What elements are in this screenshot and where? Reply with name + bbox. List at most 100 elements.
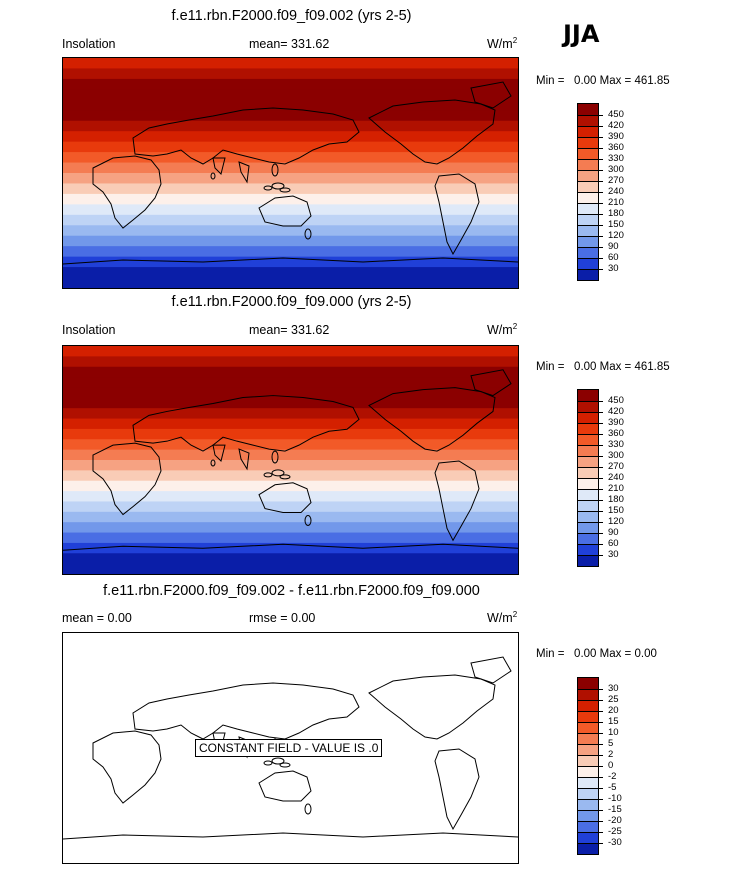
panel2-colorbar-tick (598, 544, 603, 545)
insolation-band (63, 173, 518, 185)
panel2-title: f.e11.rbn.F2000.f09_f09.000 (yrs 2-5) (171, 294, 412, 310)
panel3-colorbar-label: 15 (608, 716, 619, 727)
panel2-colorbar-tick (598, 533, 603, 534)
panel3-colorbar-tick (598, 700, 603, 701)
coastline (434, 460, 480, 542)
panel3-colorbar-tick (598, 799, 603, 800)
insolation-band (63, 131, 518, 143)
panel2-colorbar-swatch (578, 489, 598, 500)
panel1-colorbar-label: 330 (608, 153, 624, 164)
island-outline (279, 762, 291, 768)
panel3-colorbar-tick (598, 766, 603, 767)
panel3-mean: mean = 0.00 (62, 611, 132, 625)
panel3-colorbar-label: 5 (608, 738, 614, 749)
coastline (238, 161, 250, 184)
panel2-colorbar-tick (598, 434, 603, 435)
coastline (470, 656, 512, 684)
panel3-colorbar-swatch (578, 766, 598, 777)
panel2-colorbar-label: 330 (608, 439, 624, 450)
panel3-colorbar-tick (598, 843, 603, 844)
panel1-colorbar-tick (598, 137, 603, 138)
insolation-band (63, 235, 518, 247)
panel2-colorbar-tick (598, 511, 603, 512)
island-outline (271, 182, 285, 190)
insolation-band (63, 99, 518, 111)
panel3-colorbar-swatch (578, 733, 598, 744)
island-outline (304, 228, 312, 240)
panel2-colorbar-tick (598, 423, 603, 424)
coastline (132, 682, 360, 740)
insolation-band (63, 387, 518, 399)
panel1-colorbar-label: 450 (608, 109, 624, 120)
panel1-colorbar-label: 120 (608, 230, 624, 241)
coastline (258, 482, 312, 514)
panel2-colorbar-tick (598, 500, 603, 501)
panel3-colorbar-tick (598, 788, 603, 789)
panel3-colorbar-label: -30 (608, 837, 622, 848)
panel1-colorbar-swatch (578, 115, 598, 126)
insolation-band (63, 246, 518, 258)
insolation-band (63, 366, 518, 378)
panel1-colorbar-tick (598, 258, 603, 259)
panel1-colorbar-swatch (578, 269, 598, 280)
island-outline (271, 163, 279, 177)
coastline (258, 195, 312, 227)
insolation-band (63, 397, 518, 409)
panel1-colorbar-label: 60 (608, 252, 619, 263)
panel2-colorbar-label: 30 (608, 549, 619, 560)
panel3-colorbar-tick (598, 722, 603, 723)
panel3-colorbar-swatch (578, 744, 598, 755)
panel1-colorbar-tick (598, 236, 603, 237)
panel1-colorbar-label: 420 (608, 120, 624, 131)
insolation-band (63, 501, 518, 513)
insolation-band (63, 470, 518, 482)
insolation-band (63, 267, 518, 279)
panel3-colorbar-tick (598, 755, 603, 756)
panel1-variable: Insolation (62, 37, 116, 51)
panel3-colorbar-label: 2 (608, 749, 614, 760)
panel2-colorbar-swatch (578, 434, 598, 445)
insolation-band (63, 480, 518, 492)
panel3-colorbar-swatch (578, 722, 598, 733)
coastline (132, 395, 360, 452)
panel3-colorbar-label: -2 (608, 771, 617, 782)
panel2-colorbar-label: 180 (608, 494, 624, 505)
panel2-colorbar-label: 60 (608, 538, 619, 549)
coastline (63, 257, 518, 265)
panel1-title: f.e11.rbn.F2000.f09_f09.002 (yrs 2-5) (171, 8, 412, 24)
insolation-band (63, 408, 518, 420)
panel1-colorbar-label: 90 (608, 241, 619, 252)
panel1-colorbar-swatch (578, 192, 598, 203)
panel1-colorbar-swatch (578, 126, 598, 137)
coastline (63, 832, 518, 840)
coastline (434, 173, 480, 256)
panel2-colorbar-label: 300 (608, 450, 624, 461)
panel2-variable: Insolation (62, 323, 116, 337)
insolation-band (63, 563, 518, 574)
panel2-colorbar-label: 90 (608, 527, 619, 538)
panel1-colorbar-tick (598, 126, 603, 127)
panel1-colorbar-tick (598, 115, 603, 116)
coastline (238, 448, 250, 471)
island-outline (210, 459, 216, 467)
panel3-colorbar-label: -15 (608, 804, 622, 815)
panel2-colorbar-tick (598, 478, 603, 479)
panel1-minmax: Min = 0.00 Max = 461.85 (536, 75, 670, 87)
panel3-colorbar-swatch (578, 843, 598, 854)
insolation-band (63, 491, 518, 503)
panel3-colorbar-swatch (578, 810, 598, 821)
panel3-colorbar-label: 25 (608, 694, 619, 705)
coastline (434, 748, 480, 831)
panel3-colorbar-swatch (578, 788, 598, 799)
panel1-colorbar-tick (598, 159, 603, 160)
panel3-colorbar-swatch (578, 821, 598, 832)
panel3-colorbar-swatch (578, 711, 598, 722)
panel2-colorbar-label: 360 (608, 428, 624, 439)
panel2-minmax: Min = 0.00 Max = 461.85 (536, 361, 670, 373)
panel3-colorbar-swatch (578, 777, 598, 788)
panel2-colorbar-swatch (578, 500, 598, 511)
panel2-colorbar-swatch (578, 390, 598, 401)
panel2-colorbar-label: 150 (608, 505, 624, 516)
panel2-colorbar-swatch (578, 544, 598, 555)
panel1-field (63, 58, 518, 288)
